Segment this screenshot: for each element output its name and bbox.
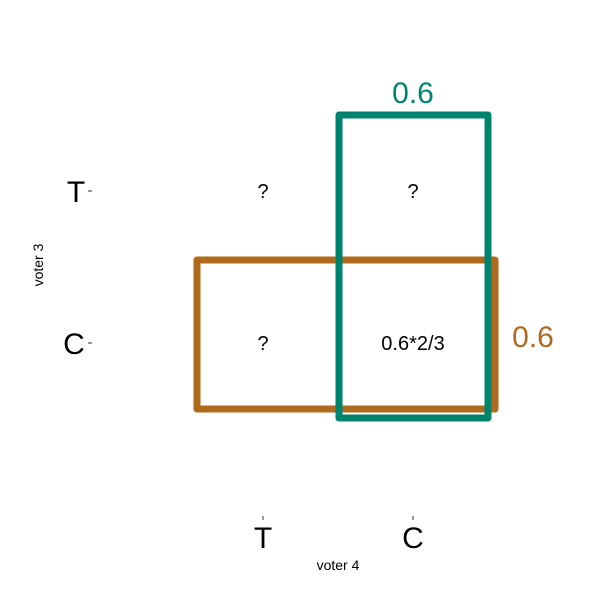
y-axis-label: voter 3 <box>30 243 46 286</box>
cell-T-T: ? <box>257 181 268 203</box>
x-axis-label: voter 4 <box>317 557 360 573</box>
x-tick-T: T <box>254 522 272 555</box>
cell-C-T: ? <box>257 333 268 355</box>
orange-box-label: 0.6 <box>512 321 554 354</box>
teal-box-label: 0.6 <box>392 77 434 110</box>
cell-C-C: 0.6*2/3 <box>381 333 444 355</box>
cell-T-C: ? <box>407 181 418 203</box>
y-tick-C: C <box>63 328 85 361</box>
x-tick-C: C <box>402 522 424 555</box>
teal-box <box>339 115 488 418</box>
orange-box <box>197 260 495 409</box>
y-tick-T: T <box>67 176 85 209</box>
